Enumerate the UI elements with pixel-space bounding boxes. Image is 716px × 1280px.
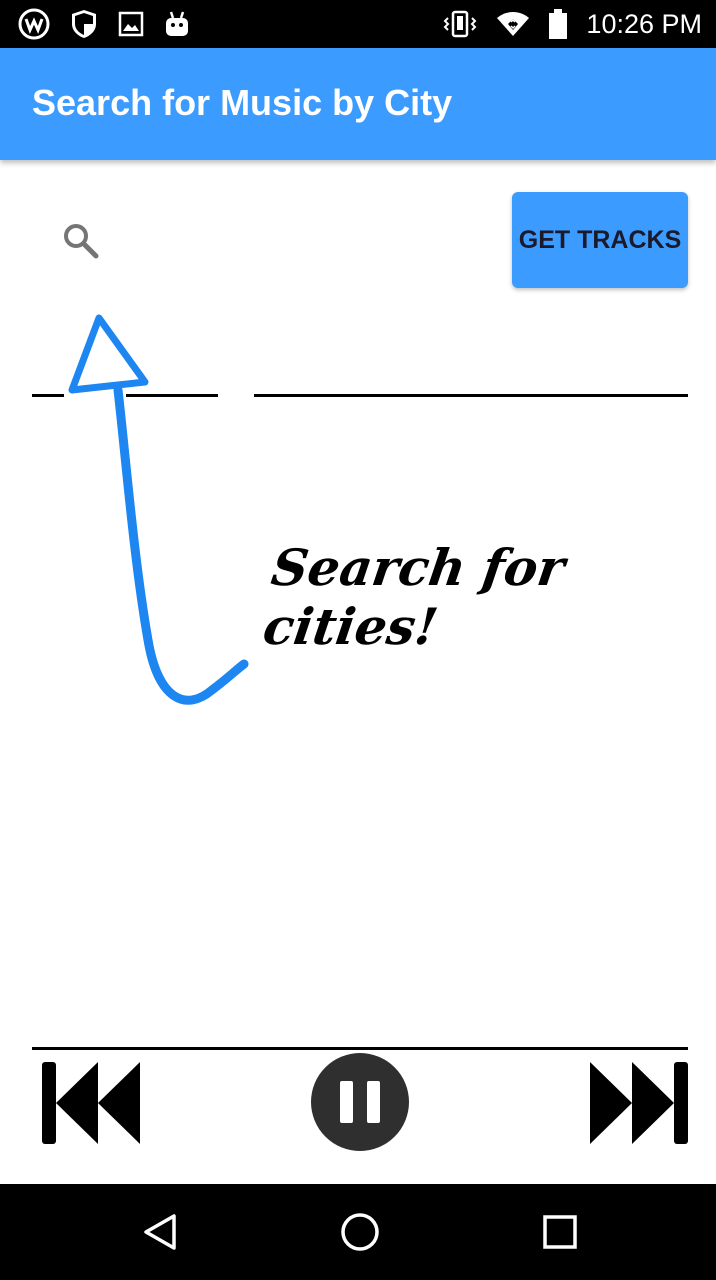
search-input[interactable] [32,394,688,397]
app-bar: Search for Music by City [0,48,716,160]
vibrate-icon [442,10,478,38]
page-title: Search for Music by City [32,82,453,123]
skip-next-button[interactable] [586,1060,690,1146]
back-icon[interactable] [140,1212,180,1252]
skip-next-icon [590,1062,688,1144]
android-icon [164,10,190,38]
app-logo-icon [18,8,50,40]
get-tracks-button[interactable]: GET TRACKS [512,192,688,288]
wifi-icon [496,10,530,38]
search-icon[interactable] [60,220,100,260]
pause-button[interactable] [311,1053,409,1151]
home-icon[interactable] [339,1211,381,1253]
hint-text: Search for cities! [259,538,569,656]
skip-previous-button[interactable] [40,1060,144,1146]
shield-icon [70,8,98,40]
player-divider [32,1047,688,1050]
status-clock: 10:26 PM [586,9,702,39]
navigation-bar [0,1184,716,1280]
skip-previous-icon [42,1062,140,1144]
image-icon [118,11,144,37]
pause-icon [340,1081,380,1123]
recents-icon[interactable] [542,1214,578,1250]
hint-arrow-icon [64,314,254,705]
battery-icon [548,9,568,39]
status-bar: 10:26 PM [0,0,716,48]
